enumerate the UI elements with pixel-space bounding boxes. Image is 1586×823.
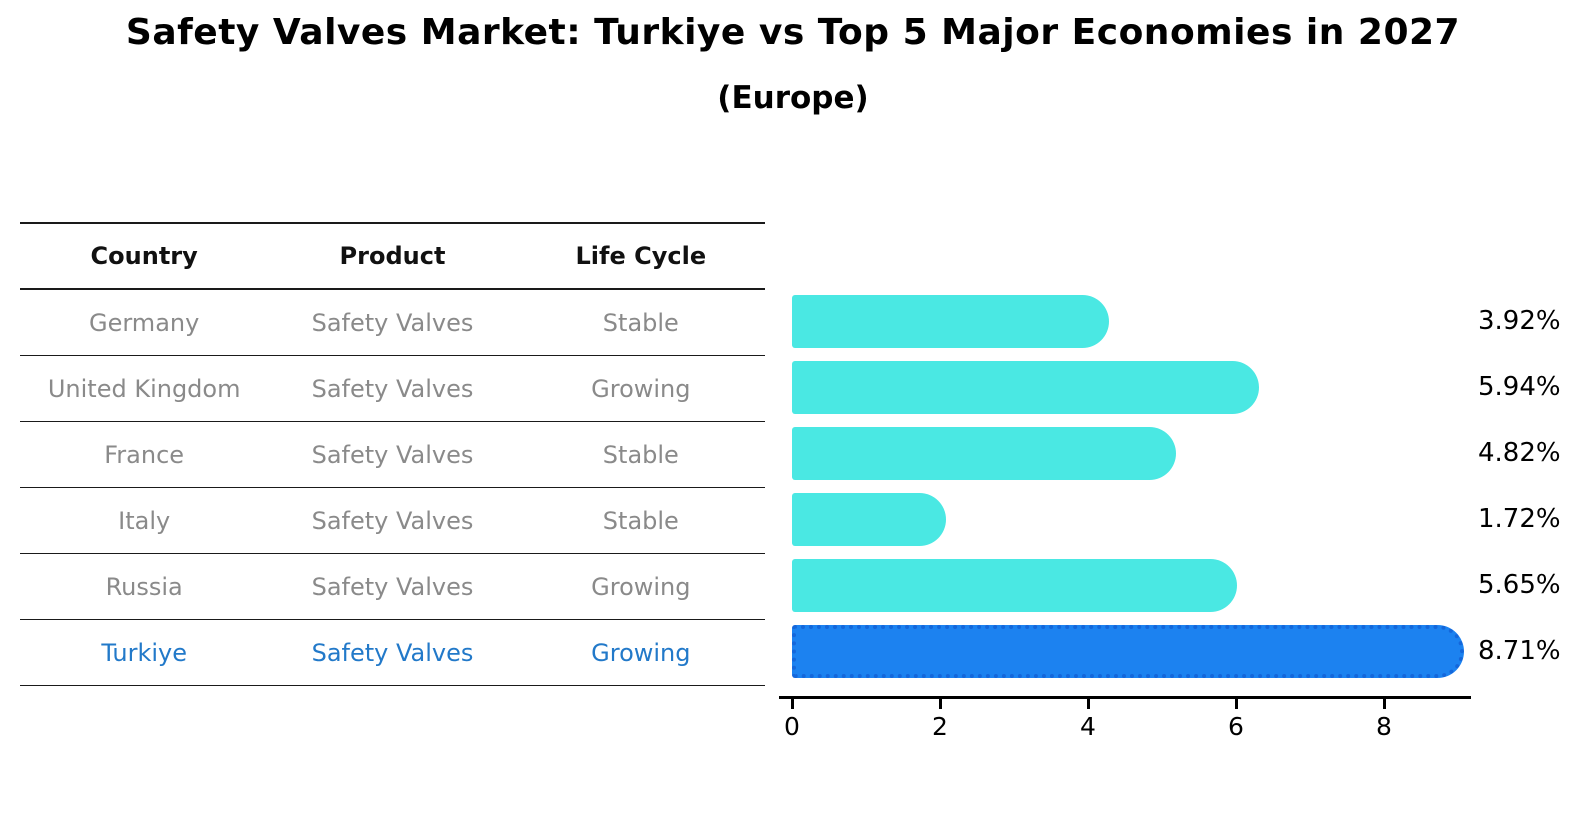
x-tick-mark-8 (1383, 696, 1386, 709)
cell-country-france: France (104, 440, 185, 469)
bar-france (792, 427, 1176, 480)
cell-product-italy: Safety Valves (311, 506, 474, 535)
cell-life-cycle-turkiye: Growing (591, 638, 691, 667)
x-tick-label-2: 2 (932, 712, 948, 741)
value-label-germany: 3.92% (1478, 306, 1561, 336)
bar-italy (792, 493, 947, 546)
table-row-russia: Russia Safety Valves Growing (20, 554, 765, 620)
cell-life-cycle-italy: Stable (602, 506, 679, 535)
value-label-italy: 1.72% (1478, 504, 1561, 534)
chart-subtitle: (Europe) (717, 80, 869, 116)
country-table: Country Product Life Cycle Germany Safety Va… (20, 222, 765, 686)
x-tick-label-0: 0 (784, 712, 800, 741)
x-tick-mark-4 (1087, 696, 1090, 709)
cell-product-united-kingdom: Safety Valves (311, 374, 474, 403)
cell-product-russia: Safety Valves (311, 572, 474, 601)
bar-turkiye (792, 625, 1464, 678)
x-tick-mark-2 (939, 696, 942, 709)
cell-life-cycle-russia: Growing (591, 572, 691, 601)
x-tick-label-8: 8 (1376, 712, 1392, 741)
bar-germany (792, 295, 1110, 348)
column-header-life-cycle: Life Cycle (575, 242, 707, 270)
cell-life-cycle-united-kingdom: Growing (591, 374, 691, 403)
chart-title: Safety Valves Market: Turkiye vs Top 5 M… (125, 12, 1461, 53)
table-row-turkiye: Turkiye Safety Valves Growing (20, 620, 765, 686)
value-label-united-kingdom: 5.94% (1478, 372, 1561, 402)
cell-country-russia: Russia (105, 572, 183, 601)
cell-life-cycle-germany: Stable (602, 308, 679, 337)
x-tick-label-4: 4 (1080, 712, 1096, 741)
x-tick-label-6: 6 (1228, 712, 1244, 741)
value-label-russia: 5.65% (1478, 570, 1561, 600)
table-row-france: France Safety Valves Stable (20, 422, 765, 488)
cell-country-germany: Germany (89, 308, 200, 337)
cell-product-turkiye: Safety Valves (311, 638, 474, 667)
table-row-united-kingdom: United Kingdom Safety Valves Growing (20, 356, 765, 422)
value-label-france: 4.82% (1478, 438, 1561, 468)
value-label-turkiye: 8.71% (1478, 636, 1561, 666)
bar-united-kingdom (792, 361, 1259, 414)
column-header-product: Product (339, 242, 446, 270)
x-tick-mark-6 (1235, 696, 1238, 709)
column-header-country: Country (90, 242, 198, 270)
x-axis-line (779, 696, 1471, 699)
x-tick-mark-0 (791, 696, 794, 709)
cell-country-italy: Italy (118, 506, 171, 535)
table-row-italy: Italy Safety Valves Stable (20, 488, 765, 554)
table-header-row: Country Product Life Cycle (20, 224, 765, 290)
table-row-germany: Germany Safety Valves Stable (20, 290, 765, 356)
cell-life-cycle-france: Stable (602, 440, 679, 469)
cell-product-germany: Safety Valves (311, 308, 474, 337)
cell-product-france: Safety Valves (311, 440, 474, 469)
bar-russia (792, 559, 1238, 612)
cell-country-united-kingdom: United Kingdom (47, 374, 241, 403)
cell-country-turkiye: Turkiye (101, 638, 187, 667)
